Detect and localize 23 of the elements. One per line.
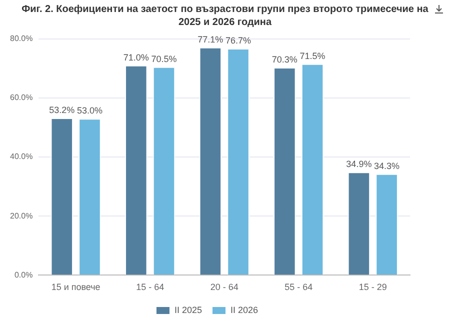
y-tick-label: 80.0%: [10, 34, 33, 44]
chart-title: Фиг. 2. Коефициенти на заетост по възрастови групи през второто тримесечие на 2025 и 2026 година: [20, 3, 430, 29]
x-tick-label: 15 - 64: [136, 282, 164, 292]
data-label: 34.3%: [374, 160, 400, 171]
x-tick-label: 15 - 29: [358, 282, 387, 292]
data-label: 76.7%: [226, 36, 252, 46]
data-label: 71.5%: [300, 50, 326, 61]
data-label: 34.9%: [346, 159, 372, 170]
y-tick-label: 20.0%: [10, 211, 33, 220]
y-tick-label: 40.0%: [10, 152, 33, 162]
x-tick-label: 15 и повече: [51, 282, 100, 292]
legend-label: II 2026: [230, 304, 258, 315]
x-tick-label: 20 - 64: [210, 282, 238, 292]
y-tick-label: 60.0%: [10, 93, 33, 102]
data-label: 53.2%: [49, 104, 75, 115]
data-label: 77.1%: [198, 34, 224, 44]
data-label: 70.5%: [151, 54, 177, 64]
y-tick-label: 0.0%: [14, 270, 33, 280]
data-label: 53.0%: [76, 106, 103, 116]
legend-label: II 2025: [174, 304, 202, 315]
data-label: 71.0%: [123, 52, 149, 62]
data-label: 70.3%: [272, 54, 298, 64]
x-tick-label: 55 - 64: [284, 282, 313, 292]
